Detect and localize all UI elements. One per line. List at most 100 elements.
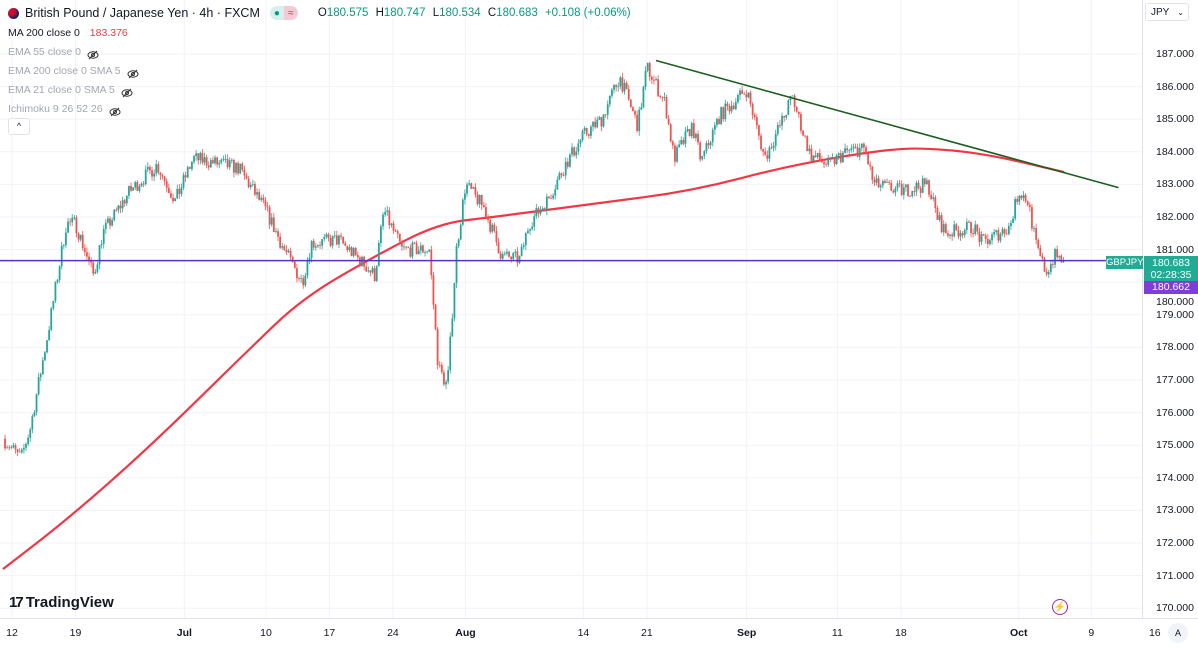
candle-body	[65, 232, 67, 246]
time-tick-label: 9	[1088, 627, 1095, 639]
candle-body	[1049, 263, 1052, 273]
time-tick-label: Oct	[1010, 627, 1028, 639]
candle-body	[842, 152, 844, 163]
candle-body	[163, 176, 166, 182]
candle-body	[432, 275, 435, 305]
eye-crossed-icon[interactable]	[121, 86, 133, 97]
candle-body	[898, 183, 901, 185]
candle-body	[762, 149, 765, 152]
time-tick-label: 14	[577, 627, 590, 639]
price-chart[interactable]	[0, 0, 1142, 618]
candle-body	[350, 247, 353, 256]
candle-body	[132, 187, 135, 191]
candle-body	[184, 175, 187, 178]
indicator-row[interactable]: EMA 200 close 0 SMA 5	[8, 62, 631, 81]
drawings[interactable]	[0, 59, 1142, 262]
candle-body	[529, 229, 531, 231]
delayed-data-icon[interactable]: ≈	[283, 6, 298, 20]
candle-body	[806, 136, 809, 152]
tradingview-logo[interactable]: 17 TradingView	[9, 594, 114, 611]
candle-body	[331, 235, 334, 246]
candle-body	[854, 146, 857, 148]
candle-body	[440, 365, 443, 373]
candle-body	[810, 148, 813, 161]
candle-body	[1003, 229, 1006, 234]
candle-body	[470, 183, 473, 189]
candle-body	[279, 236, 282, 248]
indicator-label: Ichimoku 9 26 52 26	[8, 103, 103, 115]
candle-body	[900, 183, 903, 195]
open-value: 180.575	[326, 7, 369, 19]
candle-body	[590, 126, 592, 136]
candle-body	[296, 268, 298, 279]
candle-body	[35, 394, 38, 413]
candle-body	[745, 94, 748, 98]
candle-body	[83, 248, 86, 253]
candle-body	[218, 162, 221, 165]
candle-body	[797, 111, 800, 115]
candle-body	[686, 128, 689, 132]
candle-body	[856, 147, 859, 157]
time-axis[interactable]: A 12 19 Jul 10 17 24 Aug 14 21 Sep 11 18 Oct 9 16	[0, 618, 1198, 649]
candle-body	[438, 364, 441, 366]
symbol-header[interactable]: British Pound / Japanese Yen · 4h · FXCM…	[8, 5, 631, 21]
time-tick-label: 16	[1148, 627, 1161, 639]
market-open-dot-icon[interactable]: ●	[269, 6, 284, 20]
candle-body	[919, 188, 922, 193]
price-axis[interactable]: 187.000 186.000 185.000 184.000 183.000 182.0…	[1142, 0, 1198, 618]
candle-body	[340, 235, 342, 237]
indicator-label: EMA 200 close 0 SMA 5	[8, 65, 121, 77]
candle-body	[37, 377, 40, 395]
currency-value: JPY	[1151, 7, 1170, 18]
candle-body	[6, 447, 9, 449]
candle-body	[932, 197, 935, 199]
candle-body	[31, 416, 34, 430]
candle-body	[692, 123, 695, 139]
indicator-row[interactable]: EMA 55 close 0	[8, 43, 631, 62]
eye-crossed-icon[interactable]	[127, 67, 139, 78]
candle-body	[359, 257, 361, 266]
candle-body	[957, 230, 960, 237]
eye-crossed-icon[interactable]	[109, 105, 121, 116]
price-tick-label: 172.000	[1156, 537, 1194, 549]
candle-body	[934, 197, 937, 209]
candle-body	[913, 191, 916, 192]
candle-body	[58, 266, 61, 280]
candle-body	[333, 235, 336, 237]
candle-body	[816, 153, 819, 158]
candle-body	[638, 109, 641, 131]
candle-body	[577, 143, 580, 152]
indicator-row[interactable]: Ichimoku 9 26 52 26	[8, 100, 631, 119]
candle-body	[403, 246, 405, 248]
candle-body	[545, 196, 548, 211]
candle-body	[871, 166, 874, 180]
candle-body	[695, 133, 697, 139]
indicator-row[interactable]: MA 200 close 0 183.376	[8, 24, 631, 43]
candle-body	[726, 103, 729, 107]
candle-body	[300, 278, 303, 279]
symbol-title[interactable]: British Pound / Japanese Yen · 4h · FXCM	[25, 6, 260, 20]
eye-crossed-icon[interactable]	[87, 48, 99, 59]
candle-body	[657, 79, 660, 97]
candle-body	[44, 352, 46, 361]
candle-body	[972, 232, 975, 235]
lightning-icon[interactable]: ⚡	[1052, 599, 1068, 615]
ma-200-line	[2, 147, 1065, 570]
candle-body	[1035, 228, 1038, 240]
auto-scale-button[interactable]: A	[1168, 623, 1188, 643]
indicator-row[interactable]: EMA 21 close 0 SMA 5	[8, 81, 631, 100]
currency-selector[interactable]: JPY ⌄	[1145, 3, 1189, 21]
candle-body	[636, 114, 639, 131]
candle-body	[398, 233, 401, 242]
candle-body	[554, 189, 557, 196]
candle-body	[768, 147, 771, 159]
candle-body	[991, 234, 993, 241]
candle-body	[802, 130, 804, 136]
status-indicators[interactable]: ● ≈	[269, 6, 298, 20]
candle-body	[119, 205, 122, 209]
candle-body	[75, 217, 78, 234]
collapse-legend-button[interactable]: ^	[8, 118, 30, 135]
close-value: 180.683	[496, 7, 538, 19]
price-tick-label: 186.000	[1156, 80, 1194, 93]
candle-body	[352, 247, 355, 256]
